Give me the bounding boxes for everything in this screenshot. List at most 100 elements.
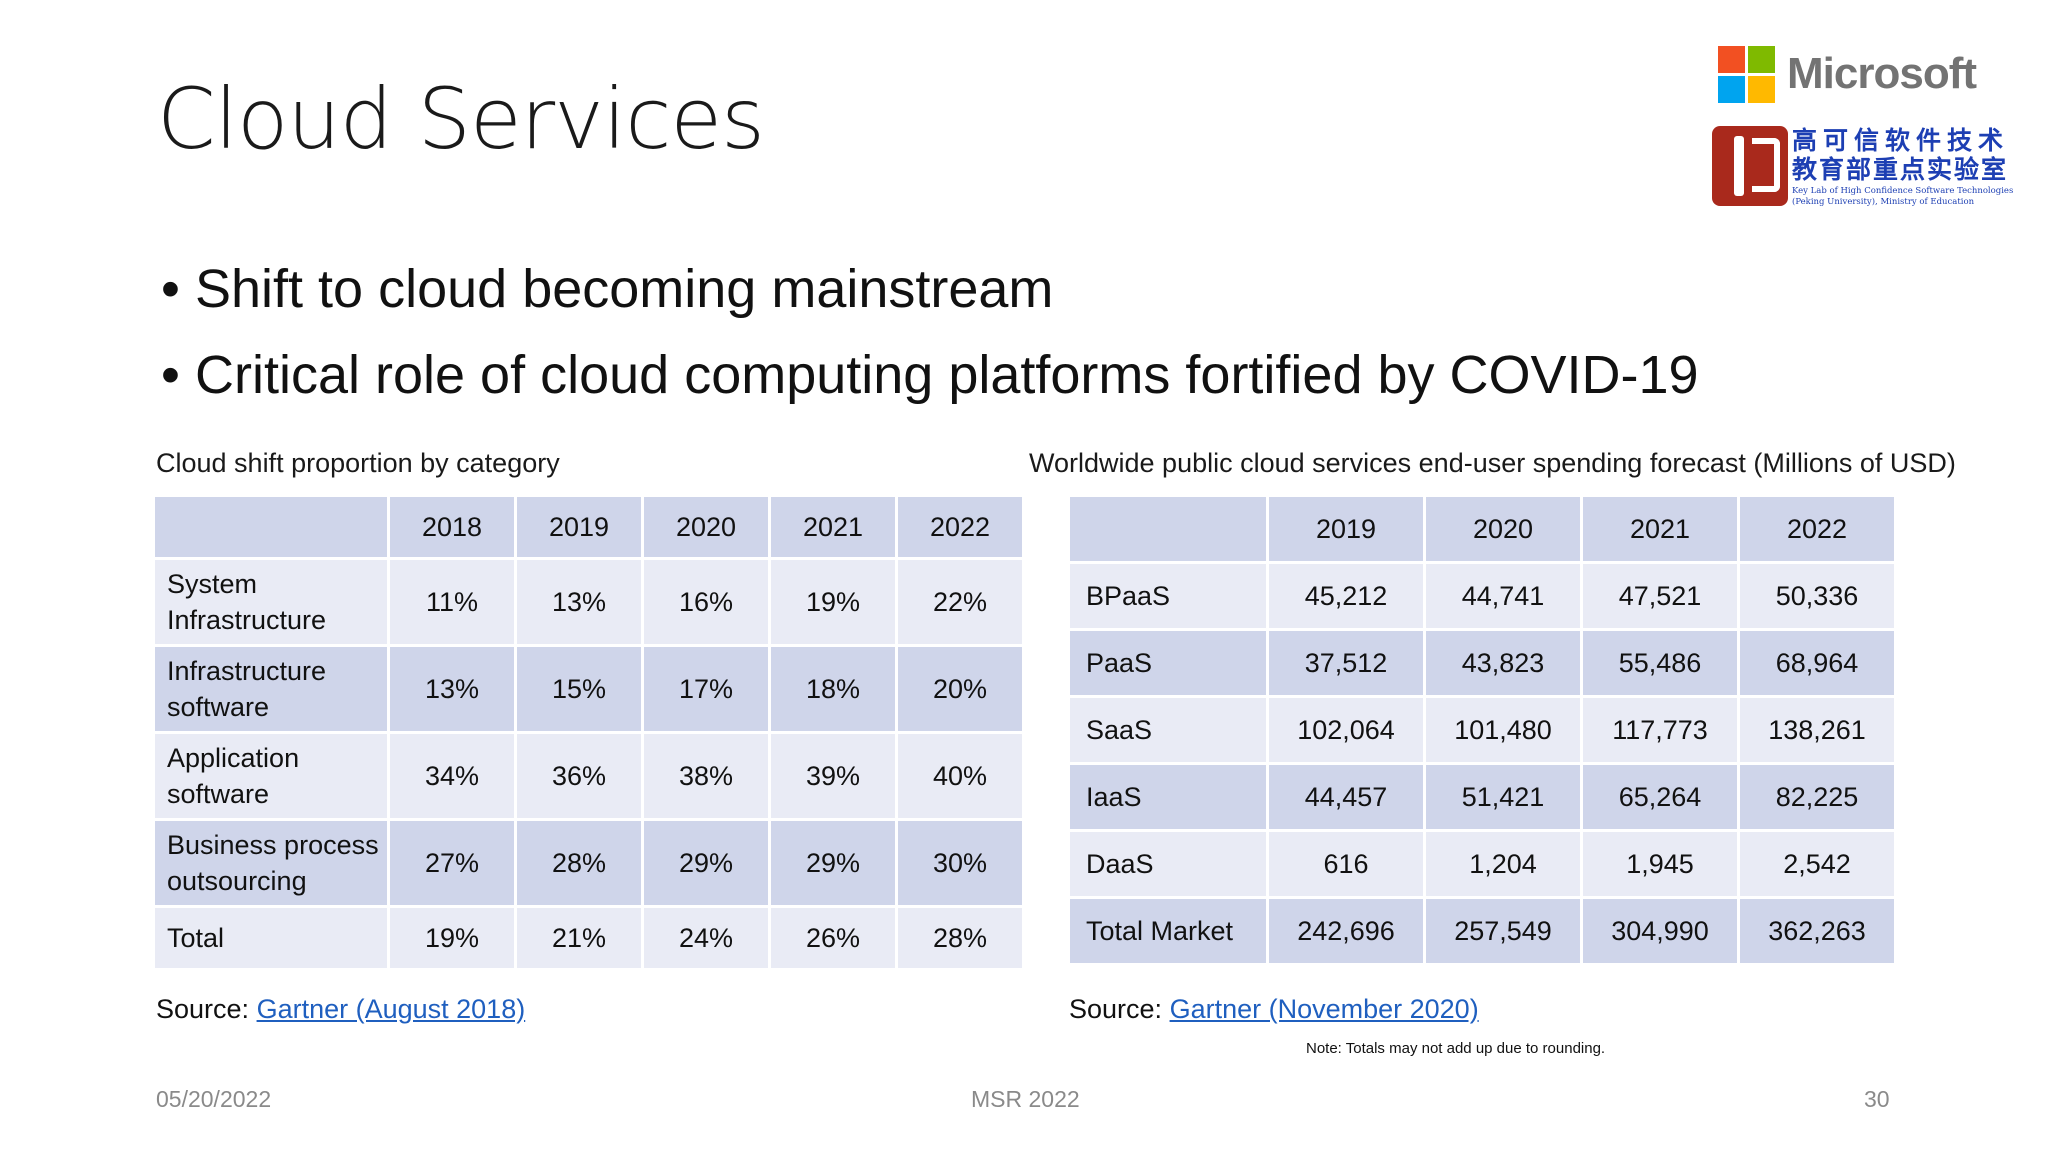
table-cell: 27% <box>387 818 517 908</box>
table-cell: 30% <box>895 818 1025 908</box>
bullet-dot: • <box>161 345 180 405</box>
bullet-item: • Shift to cloud becoming mainstream <box>157 246 1699 332</box>
table-cell: 38% <box>641 731 771 821</box>
table-cell: 44,741 <box>1423 561 1583 631</box>
table-cell: 29% <box>768 818 898 908</box>
table-header-row: 2018 2019 2020 2021 2022 <box>152 494 1025 560</box>
table-cell: 36% <box>514 731 644 821</box>
table-cell: 40% <box>895 731 1025 821</box>
table-row: Business process outsourcing 27% 28% 29%… <box>152 818 1025 908</box>
footer-center: MSR 2022 <box>971 1086 1080 1112</box>
row-label: Application software <box>152 731 390 821</box>
row-label: SaaS <box>1067 695 1269 765</box>
table-cell: 18% <box>768 644 898 734</box>
table-cell: 50,336 <box>1737 561 1897 631</box>
ms-square-green <box>1748 45 1775 73</box>
footer-date: 05/20/2022 <box>156 1086 272 1112</box>
row-label: PaaS <box>1067 628 1269 698</box>
table-cell: 26% <box>768 905 898 971</box>
ms-square-yellow <box>1748 75 1775 103</box>
table-cell: 17% <box>641 644 771 734</box>
footer-page-number: 30 <box>1864 1086 1890 1112</box>
table-cell: 65,264 <box>1580 762 1740 832</box>
source-link-gartner-2018[interactable]: Gartner (August 2018) <box>256 994 526 1024</box>
source-link-gartner-2020[interactable]: Gartner (November 2020) <box>1169 994 1479 1024</box>
table-row-total: Total Market 242,696 257,549 304,990 362… <box>1067 896 1897 966</box>
row-label: Total Market <box>1067 896 1269 966</box>
source-prefix: Source: <box>1069 994 1170 1024</box>
ms-square-blue <box>1718 75 1745 103</box>
table-cell: 2,542 <box>1737 829 1897 899</box>
table-row: IaaS 44,457 51,421 65,264 82,225 <box>1067 762 1897 832</box>
table-cell: 51,421 <box>1423 762 1583 832</box>
column-header: 2022 <box>1737 494 1897 564</box>
table-cell: 28% <box>895 905 1025 971</box>
lab-en-line1: Key Lab of High Confidence Software Tech… <box>1792 186 2014 196</box>
bullet-list: • Shift to cloud becoming mainstream • Cri… <box>157 246 1699 418</box>
table-cell: 19% <box>768 557 898 647</box>
table-cell: 47,521 <box>1580 561 1740 631</box>
table-cell: 101,480 <box>1423 695 1583 765</box>
lab-name-chinese: 高可信软件技术 教育部重点实验室 <box>1792 126 2022 184</box>
column-header: 2019 <box>514 494 644 560</box>
spending-forecast-table-caption: Worldwide public cloud services end-user… <box>1029 448 1956 478</box>
table-cell: 22% <box>895 557 1025 647</box>
table-cell: 257,549 <box>1423 896 1583 966</box>
column-header: 2020 <box>641 494 771 560</box>
table-cell: 44,457 <box>1266 762 1426 832</box>
table-cell: 117,773 <box>1580 695 1740 765</box>
table-row: PaaS 37,512 43,823 55,486 68,964 <box>1067 628 1897 698</box>
table-cell: 13% <box>387 644 517 734</box>
column-header: 2022 <box>895 494 1025 560</box>
cloud-shift-table-caption: Cloud shift proportion by category <box>156 448 560 478</box>
column-header: 2020 <box>1423 494 1583 564</box>
table-cell: 34% <box>387 731 517 821</box>
table-row: Application software 34% 36% 38% 39% 40% <box>152 731 1025 821</box>
column-header: 2021 <box>1580 494 1740 564</box>
table-cell: 13% <box>514 557 644 647</box>
bullet-item: • Critical role of cloud computing platfo… <box>157 332 1699 418</box>
table-cell: 45,212 <box>1266 561 1426 631</box>
table-cell: 43,823 <box>1423 628 1583 698</box>
table-row-total: Total 19% 21% 24% 26% 28% <box>152 905 1025 971</box>
row-label: Business process outsourcing <box>152 818 390 908</box>
bullet-dot: • <box>161 259 180 319</box>
logo-area: Microsoft 高可信软件技术 教育部重点实验室 Key Lab of Hi… <box>1710 44 2020 214</box>
microsoft-logo: Microsoft <box>1718 44 1977 104</box>
table-cell: 616 <box>1266 829 1426 899</box>
table-row: BPaaS 45,212 44,741 47,521 50,336 <box>1067 561 1897 631</box>
table-cell: 24% <box>641 905 771 971</box>
table-cell: 55,486 <box>1580 628 1740 698</box>
table-cell: 28% <box>514 818 644 908</box>
row-label: BPaaS <box>1067 561 1269 631</box>
row-label: System Infrastructure <box>152 557 390 647</box>
table-header-row: 2019 2020 2021 2022 <box>1067 494 1897 564</box>
lab-name-english: Key Lab of High Confidence Software Tech… <box>1792 186 2022 208</box>
lab-cn-line2: 教育部重点实验室 <box>1792 155 2009 184</box>
source-line-left: Source: Gartner (August 2018) <box>156 994 525 1025</box>
table-cell: 21% <box>514 905 644 971</box>
source-line-right: Source: Gartner (November 2020) <box>1069 994 1479 1025</box>
source-prefix: Source: <box>156 994 257 1024</box>
bullet-text: Critical role of cloud computing platfor… <box>195 345 1699 405</box>
table-cell: 68,964 <box>1737 628 1897 698</box>
row-label: Infrastructure software <box>152 644 390 734</box>
table-cell: 29% <box>641 818 771 908</box>
lab-cn-line1: 高可信软件技术 <box>1792 126 2010 155</box>
table-cell: 304,990 <box>1580 896 1740 966</box>
spending-forecast-table: 2019 2020 2021 2022 BPaaS 45,212 44,741 … <box>1067 494 1897 966</box>
table-cell: 362,263 <box>1737 896 1897 966</box>
table-row: Infrastructure software 13% 15% 17% 18% … <box>152 644 1025 734</box>
table-cell: 39% <box>768 731 898 821</box>
row-label: Total <box>152 905 390 971</box>
table-cell: 19% <box>387 905 517 971</box>
table-cell: 11% <box>387 557 517 647</box>
table-cell: 1,204 <box>1423 829 1583 899</box>
table-cell: 20% <box>895 644 1025 734</box>
table-cell: 102,064 <box>1266 695 1426 765</box>
lab-logo: 高可信软件技术 教育部重点实验室 Key Lab of High Confide… <box>1710 126 2020 212</box>
lab-en-line2: (Peking University), Ministry of Educati… <box>1792 197 1975 207</box>
column-header <box>152 494 390 560</box>
ms-square-red <box>1718 45 1745 73</box>
